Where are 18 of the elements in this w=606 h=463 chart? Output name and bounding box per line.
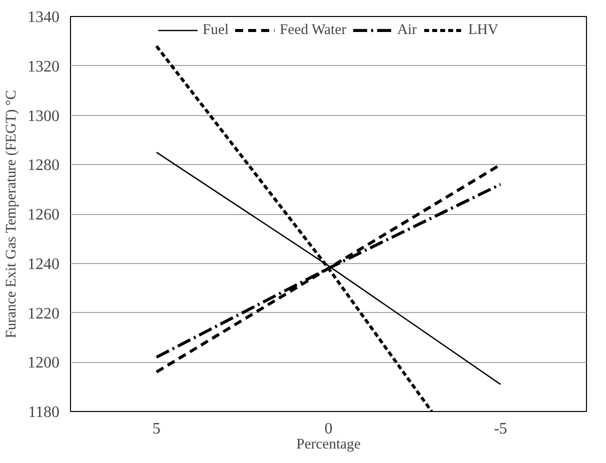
y-tick-label: 1260 [28, 206, 60, 224]
x-tick-label: -5 [494, 420, 508, 438]
legend-label: Air [397, 22, 418, 38]
y-axis-title: Furance Exit Gas Temperature (FEGT) °C [4, 90, 20, 338]
x-tick-label: 5 [152, 420, 160, 438]
x-tick-label: 0 [324, 420, 332, 438]
y-tick-label: 1300 [28, 108, 60, 125]
y-tick-label: 1240 [28, 256, 60, 273]
y-tick-label: 1340 [28, 9, 60, 26]
x-axis-title: Percentage [296, 436, 361, 452]
y-tick-label: 1200 [28, 354, 60, 372]
legend-label: Fuel [202, 22, 229, 38]
y-tick-label: 1180 [28, 404, 60, 421]
y-tick-label: 1220 [28, 305, 60, 322]
y-tick-label: 1280 [28, 157, 60, 174]
y-tick-label: 1320 [28, 58, 60, 76]
legend-label: Feed Water [280, 22, 346, 38]
legend-label: LHV [468, 22, 498, 38]
